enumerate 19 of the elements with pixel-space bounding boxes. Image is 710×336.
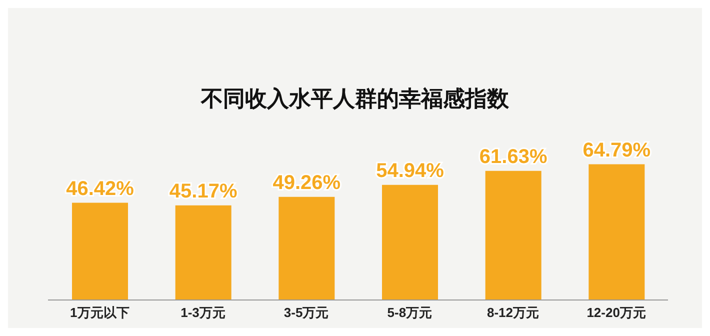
data-label: 64.79% — [582, 139, 651, 162]
x-tick-label: 5-8万元 — [387, 305, 432, 320]
data-label: 46.42% — [66, 178, 134, 200]
bar — [175, 205, 232, 300]
data-label: 61.63% — [479, 146, 548, 168]
x-tick-label: 8-12万元 — [486, 305, 540, 320]
bar — [278, 196, 335, 300]
chart-title: 不同收入水平人群的幸福感指数 — [200, 85, 510, 113]
x-tick-label: 12-20万元 — [586, 305, 646, 320]
x-tick-label: 1万元以下 — [70, 305, 130, 320]
data-label: 45.17% — [169, 180, 238, 202]
bar — [382, 184, 438, 300]
data-label: 49.26% — [272, 172, 341, 194]
x-tick-label: 3-5万元 — [284, 305, 329, 320]
bar — [485, 170, 542, 300]
bar — [588, 164, 645, 300]
x-tick-label: 1-3万元 — [180, 305, 226, 320]
data-label: 54.94% — [376, 160, 444, 182]
bar — [72, 202, 128, 300]
